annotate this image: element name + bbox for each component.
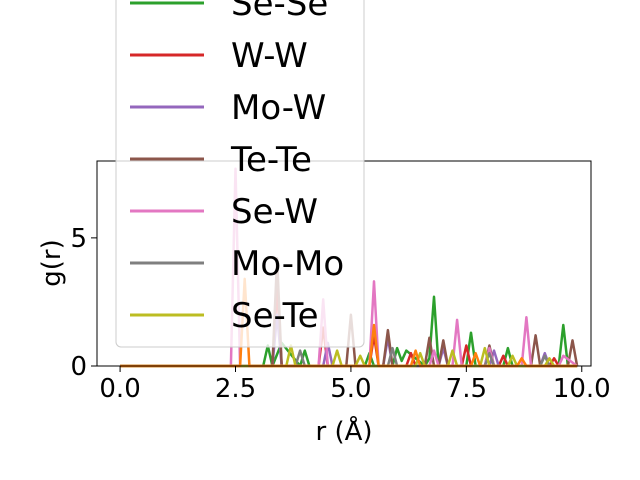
x-axis-label: r (Å) — [315, 415, 372, 447]
x-tick-label: 5.0 — [330, 374, 371, 404]
legend-label: Mo-W — [231, 88, 326, 128]
legend-label: W-W — [231, 36, 308, 76]
x-tick-label: 2.5 — [215, 374, 256, 404]
legend-label: Te-Te — [230, 140, 312, 180]
legend: Se-Se W-W Mo-W Te-Te Se-W Mo-Mo Se-Te — [115, 0, 365, 348]
y-axis-label: g(r) — [37, 239, 67, 286]
legend-label: Se-Te — [231, 296, 319, 336]
x-tick-label: 0.0 — [99, 374, 140, 404]
legend-label: Mo-Mo — [231, 244, 344, 284]
x-axis: 0.0 2.5 5.0 7.5 10.0 — [99, 366, 611, 404]
legend-label: Se-Se — [231, 0, 328, 24]
y-axis: 05 — [70, 224, 97, 382]
legend-box — [115, 0, 365, 348]
y-tick-label: 5 — [70, 224, 87, 254]
legend-label: Se-W — [231, 192, 318, 232]
x-tick-label: 7.5 — [446, 374, 487, 404]
x-tick-label: 10.0 — [553, 374, 611, 404]
y-tick-label: 0 — [70, 352, 87, 382]
